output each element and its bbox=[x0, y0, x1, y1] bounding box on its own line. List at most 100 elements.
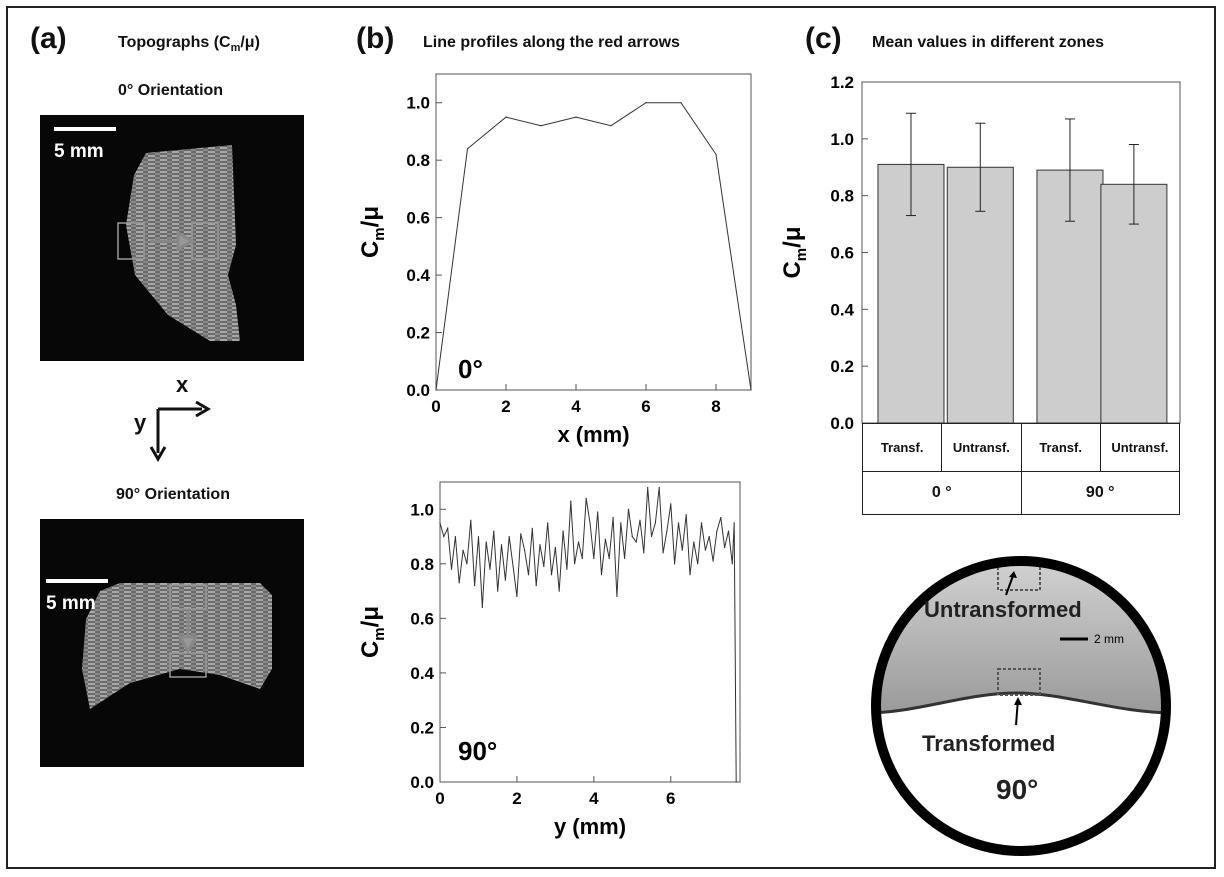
data-point bbox=[497, 590, 499, 592]
y-tick-label: 0.8 bbox=[406, 151, 430, 170]
y-tick-label: 1.2 bbox=[830, 73, 854, 92]
data-point bbox=[574, 563, 576, 565]
data-point bbox=[733, 522, 735, 524]
data-point bbox=[547, 522, 549, 524]
y-tick-label: 0.8 bbox=[830, 187, 854, 206]
data-point bbox=[666, 530, 668, 532]
micrograph-scale-label: 2 mm bbox=[1094, 632, 1124, 646]
scale-bar bbox=[54, 127, 116, 131]
y-tick-label: 0.4 bbox=[830, 300, 854, 319]
data-point bbox=[470, 519, 472, 521]
data-point bbox=[643, 552, 645, 554]
y-tick-label: 0.6 bbox=[410, 609, 434, 628]
data-point bbox=[715, 153, 717, 156]
data-point bbox=[505, 116, 507, 118]
data-point bbox=[512, 565, 514, 568]
data-point bbox=[540, 125, 542, 127]
data-point bbox=[439, 522, 441, 524]
axis-y-label: y bbox=[134, 410, 147, 435]
transformed-label: Transformed bbox=[922, 731, 1056, 756]
data-point bbox=[674, 563, 676, 565]
data-point bbox=[466, 563, 468, 565]
x-tick-label: 4 bbox=[589, 789, 599, 808]
y-tick-label: 0.0 bbox=[406, 381, 430, 400]
scale-label: 5 mm bbox=[54, 141, 104, 162]
y-tick-label: 0.6 bbox=[830, 244, 854, 263]
panel-a-letter: (a) bbox=[30, 22, 67, 55]
data-point bbox=[647, 486, 649, 489]
y-tick-label: 0.8 bbox=[410, 555, 434, 574]
top-orientation-caption: 0° Orientation bbox=[118, 82, 224, 99]
data-point bbox=[500, 544, 503, 546]
data-point bbox=[610, 125, 612, 127]
data-point bbox=[527, 574, 530, 576]
data-point bbox=[650, 535, 653, 538]
data-point bbox=[554, 546, 556, 549]
y-tick-label: 0.2 bbox=[406, 324, 430, 343]
data-point bbox=[700, 522, 703, 524]
series-line bbox=[435, 102, 752, 391]
data-point bbox=[689, 574, 691, 576]
data-point bbox=[662, 552, 664, 554]
untransformed-label: Untransformed bbox=[924, 597, 1082, 622]
x-tick-label: 6 bbox=[666, 789, 675, 808]
data-point bbox=[462, 549, 464, 551]
y-axis-label: Cm/μ bbox=[357, 606, 388, 658]
table-cell: Transf. bbox=[861, 423, 943, 472]
data-point bbox=[485, 541, 487, 543]
data-point bbox=[654, 522, 656, 524]
data-point bbox=[516, 595, 518, 598]
panel-a-title: Topographs (Cm/μ) bbox=[118, 34, 260, 55]
y-tick-label: 0.0 bbox=[410, 773, 434, 792]
data-point bbox=[435, 389, 437, 391]
data-point bbox=[704, 549, 706, 551]
table-cell: 0 ° bbox=[862, 471, 1022, 515]
data-point bbox=[458, 582, 460, 584]
y-tick-label: 0.0 bbox=[830, 414, 854, 432]
data-point bbox=[443, 535, 445, 538]
chart-annotation: 90° bbox=[458, 736, 497, 766]
scale-label: 5 mm bbox=[46, 593, 96, 614]
micrograph-angle-label: 90° bbox=[996, 774, 1039, 805]
topograph-0deg-image bbox=[117, 145, 240, 341]
y-axis-label: Cm/μ bbox=[357, 206, 388, 258]
table-cell: Untransf. bbox=[1099, 423, 1181, 472]
data-point bbox=[562, 530, 564, 532]
data-point bbox=[697, 563, 699, 565]
data-point bbox=[677, 522, 680, 524]
x-tick-label: 8 bbox=[711, 397, 720, 416]
data-point bbox=[543, 565, 545, 568]
table-cell: 90 ° bbox=[1020, 471, 1180, 515]
line-chart-90deg: 0.0 0.2 0.4 0.6 0.8 1.0 0 2 4 6 y (mm) Cm/μ 90° bbox=[357, 481, 741, 839]
y-axis-label: Cm/μ bbox=[779, 226, 810, 278]
y-tick-label: 0.4 bbox=[406, 266, 430, 285]
xy-axes-indicator bbox=[149, 400, 211, 462]
data-point bbox=[481, 606, 483, 609]
x-axis-label: y (mm) bbox=[554, 814, 626, 839]
data-point bbox=[575, 116, 577, 118]
data-point bbox=[631, 535, 633, 538]
bar-chart-means: 0.0 0.2 0.4 0.6 0.8 1.0 1.2 Cm/μ bbox=[779, 73, 1181, 432]
data-point bbox=[454, 535, 456, 538]
panel-b-letter: (b) bbox=[356, 22, 395, 55]
data-point bbox=[620, 522, 622, 524]
data-point bbox=[450, 568, 453, 570]
data-point bbox=[724, 546, 726, 549]
data-point bbox=[508, 535, 510, 538]
table-cell: Transf. bbox=[1020, 423, 1101, 472]
data-point bbox=[627, 508, 630, 510]
data-point bbox=[550, 574, 553, 576]
data-point bbox=[600, 574, 603, 576]
x-axis-label: x (mm) bbox=[557, 422, 629, 447]
topograph-90deg: 5 mm bbox=[40, 519, 304, 767]
data-point bbox=[612, 516, 614, 519]
chart-annotation: 0° bbox=[458, 354, 483, 384]
data-point bbox=[504, 579, 506, 581]
x-tick-label: 2 bbox=[501, 397, 510, 416]
data-point bbox=[581, 557, 583, 559]
y-tick-label: 1.0 bbox=[406, 94, 430, 113]
data-point bbox=[685, 514, 687, 516]
data-point bbox=[593, 557, 595, 559]
table-cell: Untransf. bbox=[941, 423, 1022, 472]
panel-b-title: Line profiles along the red arrows bbox=[423, 34, 680, 51]
